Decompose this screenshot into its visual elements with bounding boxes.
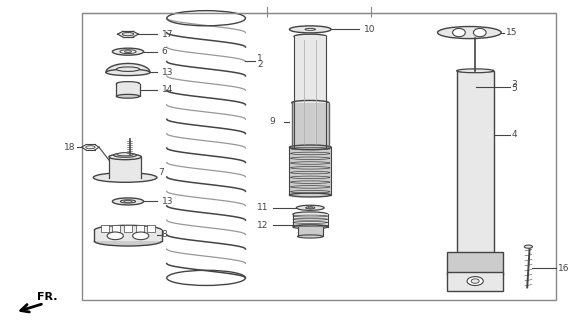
Ellipse shape xyxy=(292,100,329,105)
Ellipse shape xyxy=(524,245,532,248)
Text: 14: 14 xyxy=(162,85,173,94)
Ellipse shape xyxy=(306,207,315,209)
Text: 10: 10 xyxy=(364,25,376,34)
Ellipse shape xyxy=(95,236,162,246)
Ellipse shape xyxy=(289,145,331,149)
Text: 3: 3 xyxy=(512,80,517,89)
Bar xyxy=(101,225,109,232)
Ellipse shape xyxy=(107,232,124,240)
Ellipse shape xyxy=(289,26,331,33)
Polygon shape xyxy=(106,63,150,72)
Bar xyxy=(294,36,327,147)
Text: 4: 4 xyxy=(512,130,517,139)
Text: 12: 12 xyxy=(256,221,268,230)
Ellipse shape xyxy=(437,27,501,39)
Ellipse shape xyxy=(125,51,132,52)
Ellipse shape xyxy=(293,212,328,216)
Text: 1: 1 xyxy=(257,54,263,63)
Ellipse shape xyxy=(471,279,479,283)
Ellipse shape xyxy=(473,28,486,37)
Ellipse shape xyxy=(113,48,144,55)
Text: 6: 6 xyxy=(162,47,167,56)
Bar xyxy=(82,13,556,300)
Bar xyxy=(447,252,503,275)
Bar xyxy=(124,225,132,232)
Ellipse shape xyxy=(95,225,162,235)
Bar xyxy=(293,214,328,227)
Text: 2: 2 xyxy=(257,60,263,68)
Ellipse shape xyxy=(113,198,144,205)
Ellipse shape xyxy=(121,200,136,203)
Ellipse shape xyxy=(456,69,494,73)
Bar xyxy=(95,230,162,241)
Ellipse shape xyxy=(122,33,134,36)
Ellipse shape xyxy=(298,235,323,238)
Text: 13: 13 xyxy=(162,197,173,206)
Text: 18: 18 xyxy=(64,143,76,152)
Ellipse shape xyxy=(117,94,140,98)
Text: 7: 7 xyxy=(159,168,164,177)
Ellipse shape xyxy=(289,193,331,197)
Bar xyxy=(447,271,503,291)
Text: 9: 9 xyxy=(270,117,275,126)
Ellipse shape xyxy=(305,28,316,30)
Ellipse shape xyxy=(117,153,133,156)
Bar xyxy=(147,225,155,232)
Text: 11: 11 xyxy=(256,203,268,212)
Text: 15: 15 xyxy=(506,28,517,37)
Bar xyxy=(292,103,329,147)
Text: 8: 8 xyxy=(162,230,167,239)
Text: 13: 13 xyxy=(162,68,173,77)
Bar xyxy=(117,84,140,96)
Text: FR.: FR. xyxy=(37,292,57,302)
Ellipse shape xyxy=(106,69,150,76)
Ellipse shape xyxy=(296,205,324,210)
Ellipse shape xyxy=(117,82,140,85)
Ellipse shape xyxy=(120,50,136,53)
Ellipse shape xyxy=(467,276,483,285)
Text: 17: 17 xyxy=(162,30,173,39)
Bar xyxy=(109,157,142,178)
Ellipse shape xyxy=(308,207,313,208)
Bar xyxy=(113,225,121,232)
Bar xyxy=(289,147,331,195)
Ellipse shape xyxy=(124,200,132,202)
Ellipse shape xyxy=(109,154,142,160)
Ellipse shape xyxy=(452,28,465,37)
Ellipse shape xyxy=(86,146,95,149)
Bar xyxy=(456,71,494,256)
Text: 5: 5 xyxy=(512,84,517,93)
Text: 16: 16 xyxy=(558,264,570,273)
Ellipse shape xyxy=(133,232,149,240)
Ellipse shape xyxy=(293,225,328,229)
Ellipse shape xyxy=(294,34,327,39)
Ellipse shape xyxy=(117,67,140,71)
Bar xyxy=(298,227,323,236)
Ellipse shape xyxy=(93,173,157,182)
Bar xyxy=(136,225,144,232)
Ellipse shape xyxy=(114,153,137,157)
